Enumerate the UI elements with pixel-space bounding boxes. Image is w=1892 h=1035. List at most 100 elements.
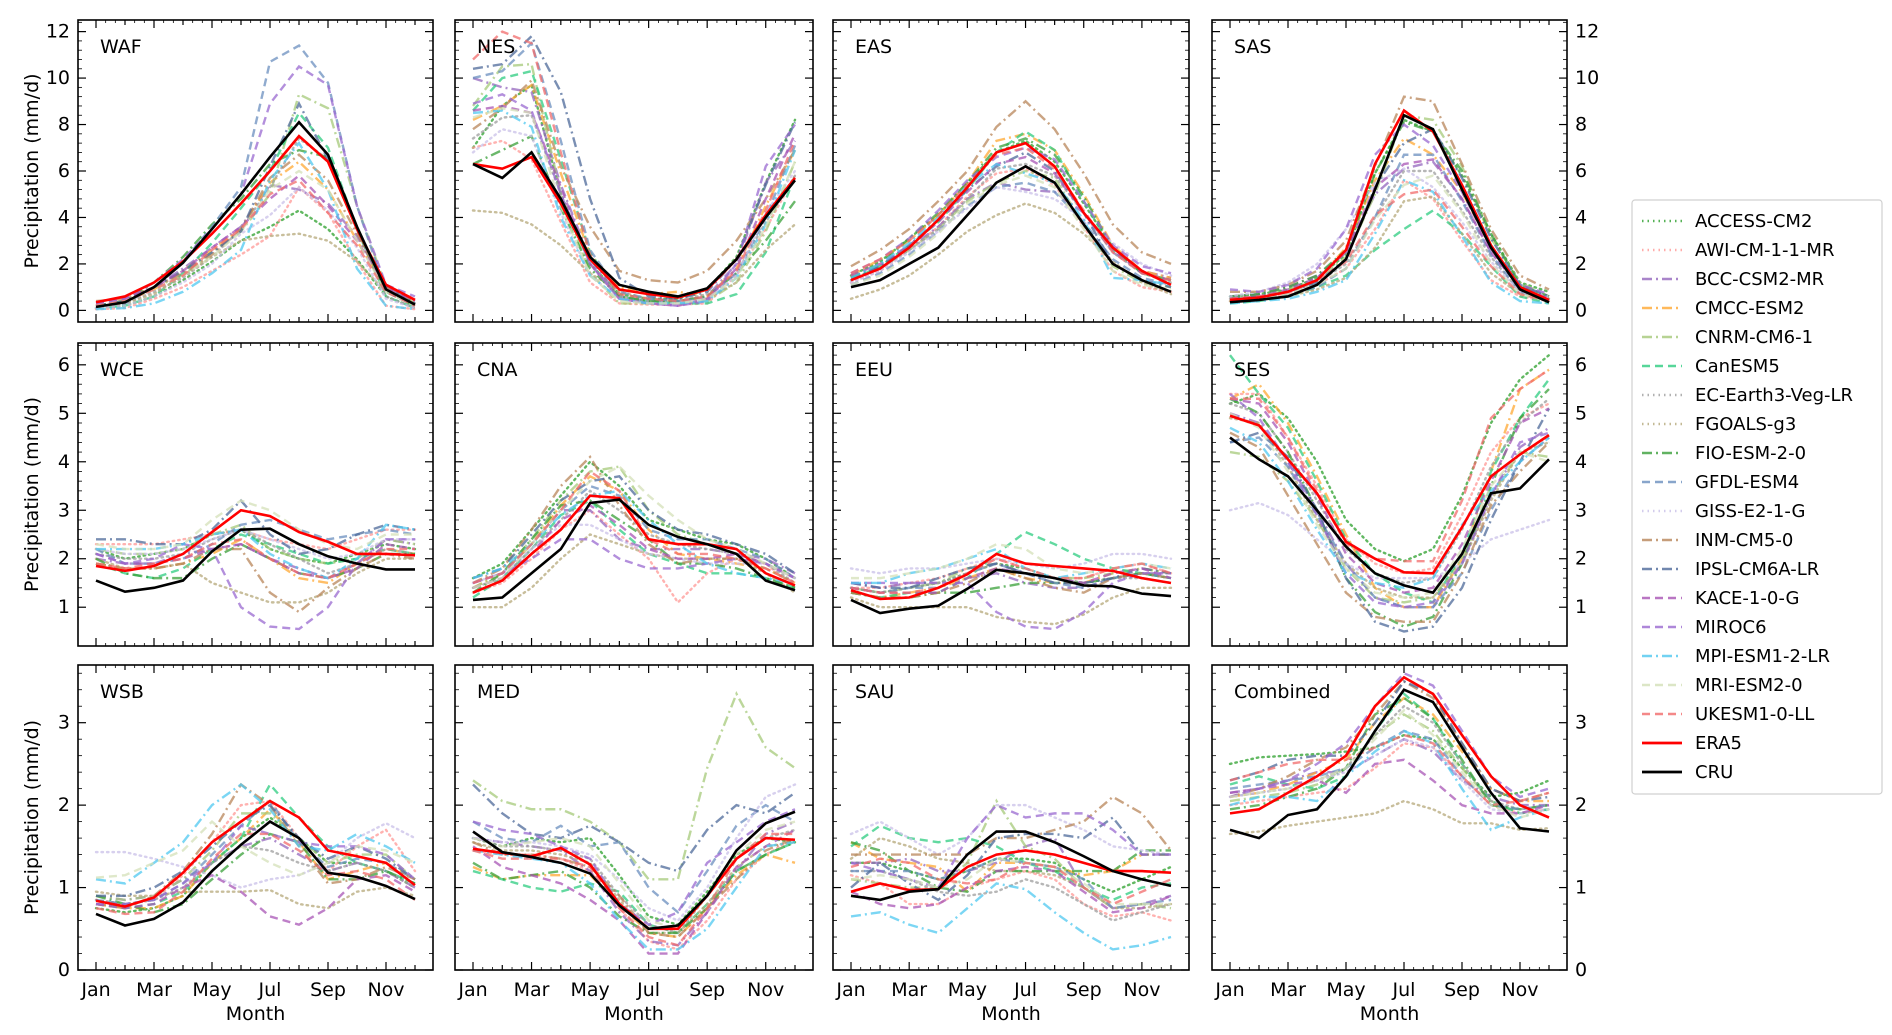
series-line-access-cm2 xyxy=(471,836,797,927)
series-line-cnrm-cm6-1 xyxy=(472,62,797,305)
y-tick-label: 6 xyxy=(58,354,70,376)
y-tick-label: 1 xyxy=(58,596,70,618)
series-line-fgoals-g3 xyxy=(1228,799,1551,836)
legend-item: INM-CM5-0 xyxy=(1642,530,1793,551)
series-line-mri-esm2-0 xyxy=(850,174,1172,291)
legend-item: EC-Earth3-Veg-LR xyxy=(1642,385,1853,406)
series-line-fgoals-g3 xyxy=(94,886,417,910)
y-tick-label: 3 xyxy=(58,712,70,734)
panel-title: SES xyxy=(1234,359,1270,381)
y-tick-label: 0 xyxy=(1575,299,1587,321)
series-line-awi-cm-1-1-mr xyxy=(94,185,417,311)
series-line-giss-e2-1-g xyxy=(849,552,1173,575)
series-group xyxy=(94,498,417,631)
legend-item: UKESM1-0-LL xyxy=(1642,704,1814,725)
legend-label: GISS-E2-1-G xyxy=(1695,501,1805,522)
legend-label: MIROC6 xyxy=(1695,617,1767,638)
x-tick-label: Jul xyxy=(1013,979,1037,1001)
series-line-ukesm1-0-ll xyxy=(95,832,416,916)
x-tick-label: Jul xyxy=(1392,979,1416,1001)
x-tick-label: Jan xyxy=(835,979,865,1001)
series-line-miroc6 xyxy=(851,572,1171,631)
series-line-cru xyxy=(1229,688,1550,840)
series-line-era5 xyxy=(1229,675,1550,819)
y-tick-label: 4 xyxy=(1575,206,1587,228)
series-line-mpi-esm1-2-lr xyxy=(95,783,416,885)
series-group xyxy=(1228,95,1551,305)
x-tick-label: Nov xyxy=(1123,979,1160,1001)
series-line-fio-esm-2-0 xyxy=(1229,388,1550,628)
series-line-ukesm1-0-ll xyxy=(472,30,797,303)
series-line-canesm5 xyxy=(95,533,416,580)
legend-item: MPI-ESM1-2-LR xyxy=(1642,646,1830,667)
x-tick-label: Jul xyxy=(636,979,660,1001)
x-tick-label: Jul xyxy=(258,979,282,1001)
panel-title: SAU xyxy=(855,681,894,703)
series-line-cru xyxy=(95,820,416,927)
y-axis-label: Precipitation (mm/d) xyxy=(21,397,43,592)
series-group xyxy=(849,99,1173,300)
series-line-mpi-esm1-2-lr xyxy=(96,523,416,580)
y-tick-label: 8 xyxy=(1575,114,1587,136)
series-line-ukesm1-0-ll xyxy=(95,538,415,580)
series-line-inm-cm5-0 xyxy=(850,567,1172,599)
legend-label: FIO-ESM-2-0 xyxy=(1695,443,1806,464)
x-tick-label: Nov xyxy=(1501,979,1538,1001)
y-tick-label: 1 xyxy=(1575,596,1587,618)
series-line-cru xyxy=(95,120,416,309)
series-line-fio-esm-2-0 xyxy=(1229,120,1550,298)
series-line-ipsl-cm6a-lr xyxy=(472,475,796,580)
series-line-ipsl-cm6a-lr xyxy=(1229,127,1550,300)
series-line-cru xyxy=(472,150,797,298)
legend-label: INM-CM5-0 xyxy=(1695,530,1793,551)
series-line-kace-1-0-g xyxy=(1229,758,1550,815)
series-line-ukesm1-0-ll xyxy=(1230,368,1550,563)
series-line-cru xyxy=(1229,436,1550,595)
y-tick-label: 6 xyxy=(1575,160,1587,182)
series-line-fio-esm-2-0 xyxy=(472,499,796,594)
x-tick-label: Nov xyxy=(747,979,784,1001)
series-line-cru xyxy=(95,527,415,594)
series-line-ec-earth3-veg-lr xyxy=(94,528,417,575)
series-line-kace-1-0-g xyxy=(850,865,1172,914)
series-line-fio-esm-2-0 xyxy=(850,137,1172,282)
legend-label: AWI-CM-1-1-MR xyxy=(1695,240,1834,261)
series-line-bcc-csm2-mr xyxy=(472,509,796,585)
y-tick-label: 2 xyxy=(1575,794,1587,816)
series-line-access-cm2 xyxy=(471,460,797,580)
series-line-mpi-esm1-2-lr xyxy=(850,162,1172,287)
x-tick-label: Jan xyxy=(457,979,487,1001)
series-line-giss-e2-1-g xyxy=(471,523,797,585)
y-tick-label: 1 xyxy=(1575,877,1587,899)
series-line-cnrm-cm6-1 xyxy=(472,465,796,589)
y-tick-label: 1 xyxy=(58,877,70,899)
series-line-era5 xyxy=(1229,414,1550,575)
y-tick-label: 0 xyxy=(58,299,70,321)
series-group xyxy=(471,691,797,955)
legend-label: CNRM-CM6-1 xyxy=(1695,327,1813,348)
series-line-fio-esm-2-0 xyxy=(850,841,1171,893)
panel-combined: 0 1 2 3 Combined Jan Mar May Jul Sep Nov Month xyxy=(1211,664,1587,1025)
x-tick-label: May xyxy=(948,979,987,1001)
series-line-giss-e2-1-g xyxy=(94,528,417,560)
series-line-fio-esm-2-0 xyxy=(472,841,796,935)
series-line-gfdl-esm4 xyxy=(95,799,416,906)
series-line-mri-esm2-0 xyxy=(95,819,416,879)
series-line-awi-cm-1-1-mr xyxy=(849,869,1173,922)
series-line-access-cm2 xyxy=(1228,353,1551,563)
series-line-awi-cm-1-1-mr xyxy=(94,799,417,906)
x-tick-label: Mar xyxy=(136,979,172,1001)
series-line-canesm5 xyxy=(850,824,1172,902)
panel-title: MED xyxy=(477,681,520,703)
y-tick-label: 4 xyxy=(58,451,70,473)
series-line-canesm5 xyxy=(850,130,1172,282)
series-line-kace-1-0-g xyxy=(472,828,796,955)
series-line-cnrm-cm6-1 xyxy=(1229,713,1550,815)
series-line-ukesm1-0-ll xyxy=(1229,733,1550,807)
series-line-ipsl-cm6a-lr xyxy=(850,562,1172,590)
legend-label: BCC-CSM2-MR xyxy=(1695,269,1824,290)
series-line-cnrm-cm6-1 xyxy=(1229,450,1550,604)
series-line-miroc6 xyxy=(472,808,796,927)
panel-eas: EAS xyxy=(832,19,1190,323)
